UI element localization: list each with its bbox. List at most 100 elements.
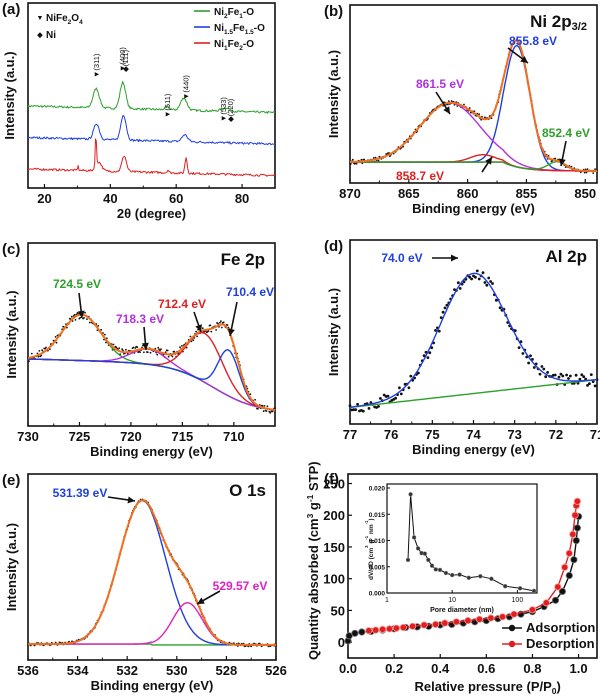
data-point bbox=[249, 393, 252, 396]
data-point bbox=[269, 412, 272, 414]
plot-frame bbox=[27, 242, 276, 427]
data-point bbox=[97, 325, 100, 327]
data-point bbox=[55, 341, 58, 344]
x-tick-label: 0.6 bbox=[477, 661, 495, 676]
data-point-Adsorption bbox=[551, 596, 560, 604]
panel-label: (a) bbox=[2, 1, 20, 18]
data-point-Adsorption bbox=[573, 524, 582, 532]
inset-frame bbox=[386, 483, 538, 594]
data-point-Desorption bbox=[365, 627, 373, 635]
data-point bbox=[586, 384, 589, 387]
data-point bbox=[190, 340, 193, 343]
data-point bbox=[579, 171, 582, 174]
phase-legend-entry: NiFe2O4 bbox=[46, 13, 83, 26]
data-point bbox=[564, 166, 567, 169]
data-point bbox=[189, 335, 192, 338]
component-peak-855.8 bbox=[350, 45, 597, 172]
series-line-Ni1.5Fe1.5-O bbox=[27, 115, 276, 146]
data-point bbox=[565, 373, 568, 377]
data-point bbox=[586, 168, 589, 171]
data-point bbox=[54, 336, 57, 338]
data-point-Desorption bbox=[510, 610, 518, 618]
data-point bbox=[361, 162, 364, 165]
panel-title: Al 2p bbox=[545, 247, 587, 266]
peak-annotation: 718.3 eV bbox=[116, 312, 164, 326]
data-point bbox=[262, 410, 265, 413]
y-axis-label: Intensity (a.u.) bbox=[326, 50, 341, 138]
data-point bbox=[477, 277, 481, 281]
baseline-line bbox=[349, 379, 598, 409]
inset-y-axis-label: dV/dD (cm3 g-1 nm-1) bbox=[364, 518, 375, 580]
data-point bbox=[377, 159, 380, 162]
data-point bbox=[456, 281, 460, 285]
inset-y-tick-label: 0.015 bbox=[369, 512, 386, 519]
data-point-Adsorption bbox=[572, 536, 580, 545]
peak-arrow-head bbox=[451, 254, 458, 262]
x-tick-label: 855 bbox=[516, 186, 538, 201]
panel-label: (f) bbox=[324, 471, 339, 488]
data-point bbox=[220, 326, 223, 329]
data-point bbox=[527, 361, 530, 365]
data-point bbox=[207, 330, 210, 332]
data-point bbox=[582, 375, 586, 378]
data-point bbox=[517, 346, 521, 349]
data-point bbox=[122, 349, 124, 352]
data-point-Desorption bbox=[571, 511, 579, 519]
panel-c-fe2p: (c) 730 725 720 715 710 Binding energy (eV) Int… bbox=[2, 241, 276, 459]
x-tick-label: 865 bbox=[398, 186, 420, 201]
data-point bbox=[580, 373, 584, 377]
peak-annotation: 74.0 eV bbox=[381, 251, 422, 265]
x-tick-label: 1.0 bbox=[570, 661, 588, 676]
data-point bbox=[485, 283, 489, 287]
data-point bbox=[478, 113, 481, 116]
x-tick-label: 77 bbox=[343, 427, 357, 442]
data-point-Desorption bbox=[565, 549, 573, 557]
data-point bbox=[547, 155, 550, 157]
data-point bbox=[41, 349, 44, 352]
data-point bbox=[181, 345, 183, 347]
data-point bbox=[437, 329, 441, 333]
panel-b-ni2p: (b) 870 865 860 855 850 Binding energy (eV) Int… bbox=[324, 3, 598, 216]
data-point bbox=[86, 318, 88, 320]
data-point bbox=[567, 377, 570, 380]
data-point bbox=[591, 380, 595, 383]
data-point bbox=[83, 317, 85, 319]
data-point bbox=[350, 163, 352, 165]
data-point bbox=[105, 341, 107, 344]
data-point bbox=[483, 281, 487, 284]
x-tick-label: 71 bbox=[590, 427, 600, 442]
series-line-Ni1Fe2-O bbox=[27, 138, 276, 177]
data-point-Desorption bbox=[399, 623, 407, 632]
data-point-Desorption bbox=[452, 618, 460, 626]
x-tick-label: 720 bbox=[120, 429, 142, 444]
y-axis-label: Intensity (a.u.) bbox=[2, 51, 17, 139]
x-tick-label: 536 bbox=[17, 663, 39, 678]
inset-data-point bbox=[408, 492, 413, 497]
data-point bbox=[592, 172, 595, 175]
inset-data-point bbox=[449, 572, 455, 578]
peak-label: ▼(511) bbox=[163, 93, 172, 118]
data-point bbox=[134, 347, 137, 349]
panel-title: Ni 2p3/2 bbox=[530, 12, 587, 33]
data-point bbox=[498, 306, 502, 310]
data-point bbox=[266, 405, 269, 408]
data-point bbox=[222, 321, 225, 324]
peak-annotation: 712.4 eV bbox=[158, 297, 206, 311]
data-point bbox=[447, 103, 449, 106]
peak-arrow-head bbox=[558, 158, 566, 166]
data-point bbox=[132, 346, 135, 349]
data-point bbox=[209, 324, 212, 327]
data-point bbox=[439, 316, 443, 319]
inset-y-tick-label: 0.000 bbox=[369, 591, 386, 598]
x-axis-label: Binding energy (eV) bbox=[90, 444, 213, 459]
data-point bbox=[474, 275, 477, 279]
data-point bbox=[79, 316, 82, 319]
data-point bbox=[445, 303, 449, 307]
y-tick-label: 50 bbox=[331, 603, 345, 618]
inset-data-point bbox=[443, 570, 449, 576]
data-point bbox=[529, 354, 532, 358]
plot-frame bbox=[27, 2, 276, 189]
data-point bbox=[546, 371, 549, 374]
x-tick-label: 730 bbox=[17, 429, 39, 444]
